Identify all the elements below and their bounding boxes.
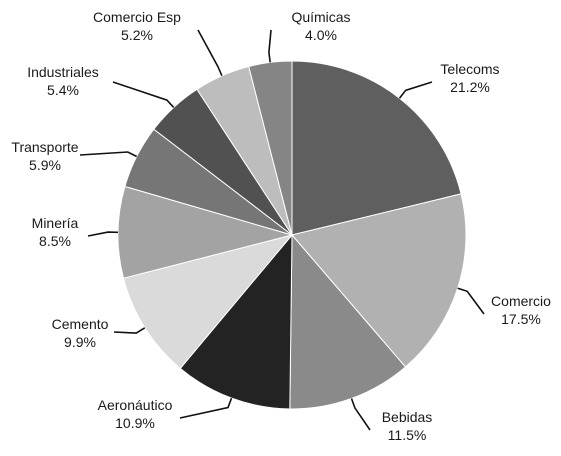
pie-slice-aeronautico <box>179 233 293 410</box>
slice-label-bebidas: Bebidas <box>382 409 433 425</box>
leader-lines <box>79 29 485 431</box>
slice-label-comercio: Comercio <box>491 293 551 309</box>
pie-slice-cemento <box>122 234 294 370</box>
slice-labels: Telecoms 21.2% Comercio 17.5% Bebidas 11.5% Ae… <box>11 9 551 443</box>
slice-value-cemento: 9.9% <box>64 334 96 350</box>
leader-line-industriales <box>112 81 175 108</box>
slice-value-transporte: 5.9% <box>29 157 61 173</box>
slice-label-aeronautico: Aeronáutico <box>98 397 173 413</box>
slice-label-transporte: Transporte <box>11 139 78 155</box>
leader-line-transporte <box>79 151 138 158</box>
pie-slice-comercio <box>291 193 467 368</box>
leader-line-aeronautico <box>179 397 233 419</box>
leader-line-mineria <box>87 231 119 237</box>
slice-label-industriales: Industriales <box>27 64 99 80</box>
slice-value-telecoms: 21.2% <box>450 79 490 95</box>
leader-line-telecoms <box>398 81 433 99</box>
slice-label-quimicas: Químicas <box>291 9 350 25</box>
leader-line-comercio-esp <box>197 29 223 77</box>
slice-label-telecoms: Telecoms <box>440 61 499 77</box>
slice-label-cemento: Cemento <box>52 316 109 332</box>
slice-value-bebidas: 11.5% <box>388 427 427 443</box>
slice-value-mineria: 8.5% <box>39 233 71 249</box>
slice-label-mineria: Minería <box>32 215 79 231</box>
leader-line-cemento <box>113 327 146 334</box>
leader-line-comercio <box>457 287 485 315</box>
slice-value-quimicas: 4.0% <box>305 27 337 43</box>
slice-label-comercio-esp: Comercio Esp <box>93 9 181 25</box>
leader-line-quimicas <box>268 29 272 63</box>
leader-line-bebidas <box>350 398 371 431</box>
slice-value-aeronautico: 10.9% <box>115 415 155 431</box>
slice-value-comercio: 17.5% <box>501 311 541 327</box>
pie-slices <box>117 60 467 410</box>
slice-value-comercio-esp: 5.2% <box>121 27 153 43</box>
slice-value-industriales: 5.4% <box>47 82 79 98</box>
pie-slice-mineria <box>117 185 294 279</box>
